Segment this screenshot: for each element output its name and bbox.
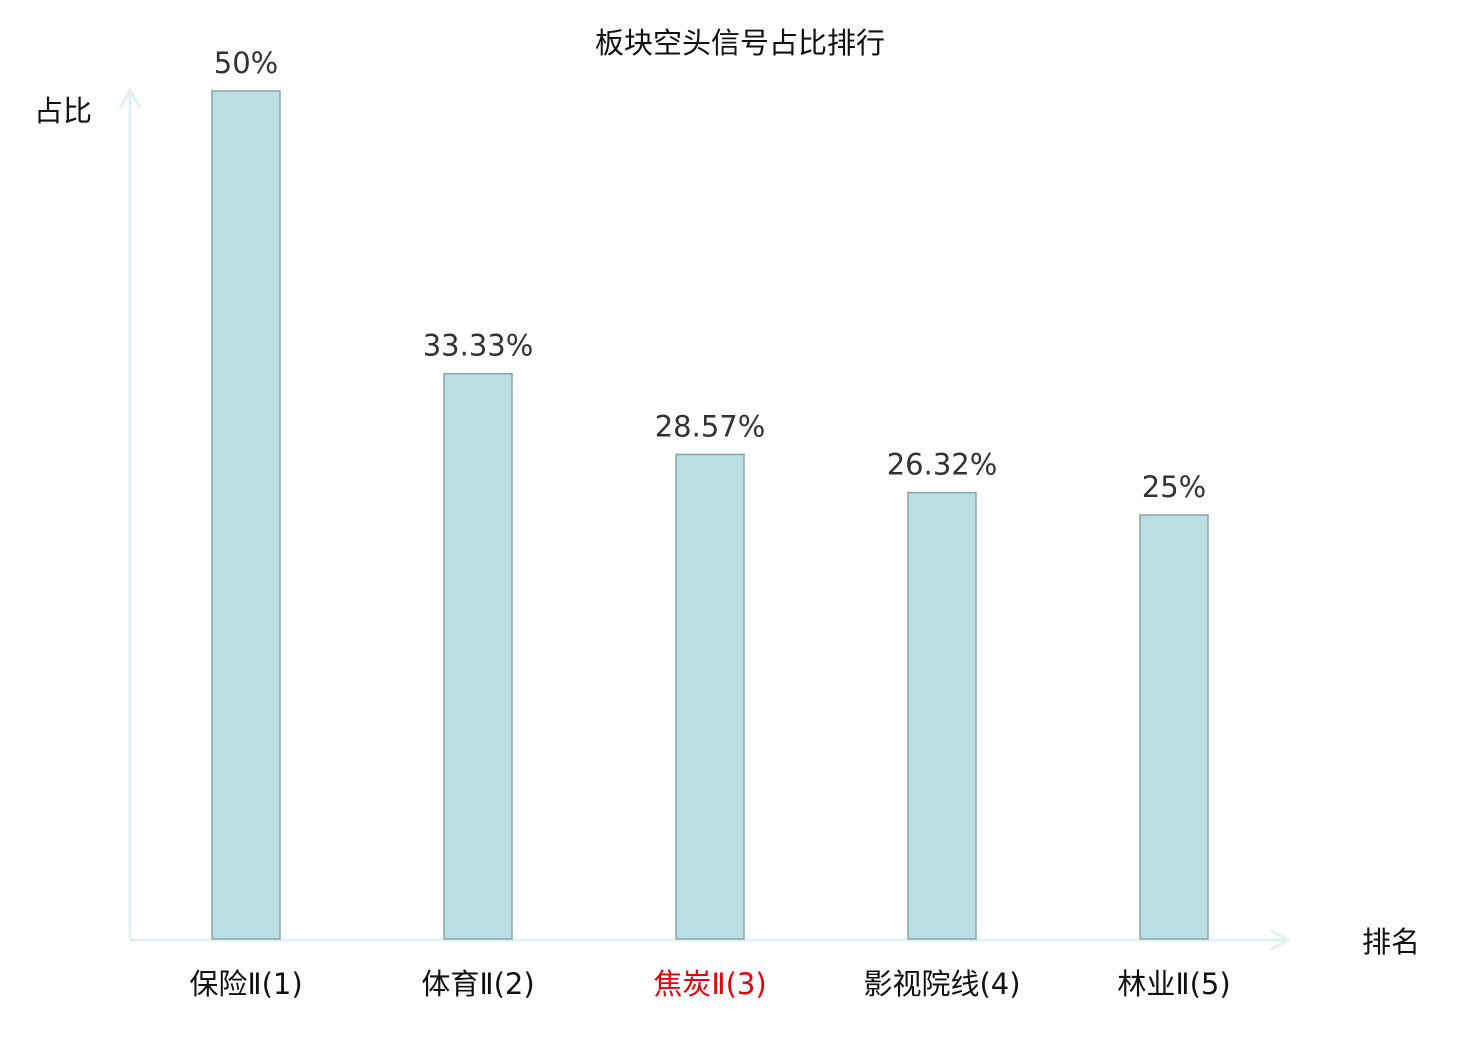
bar [443,372,513,940]
x-axis-label: 排名 [1362,925,1420,959]
x-tick-label: 林业Ⅱ(5) [1117,967,1230,1001]
bar-value-label: 50% [214,46,278,80]
x-tick-label: 焦炭Ⅱ(3) [653,967,766,1001]
bar-value-label: 26.32% [887,448,998,482]
x-axis-arrow-icon [1269,928,1292,952]
bar [907,491,977,940]
bars: 50% 保险Ⅱ(1) 33.33% 体育Ⅱ(2) 28.57% 焦炭Ⅱ(3) 26.32% 影… [189,46,1230,1001]
bar-value-label: 33.33% [423,329,534,363]
axes [118,86,1292,952]
bar-value-label: 25% [1142,470,1206,504]
bar [1139,514,1209,940]
x-tick-label: 影视院线(4) [863,967,1020,1001]
y-axis-label: 占比 [34,94,92,128]
bar-value-label: 28.57% [655,409,766,443]
x-tick-label: 保险Ⅱ(1) [189,967,302,1001]
bar [675,453,745,940]
bar [211,90,281,940]
y-axis-arrow-icon [118,86,142,109]
chart-title: 板块空头信号占比排行 [595,26,885,60]
x-tick-label: 体育Ⅱ(2) [421,967,534,1001]
